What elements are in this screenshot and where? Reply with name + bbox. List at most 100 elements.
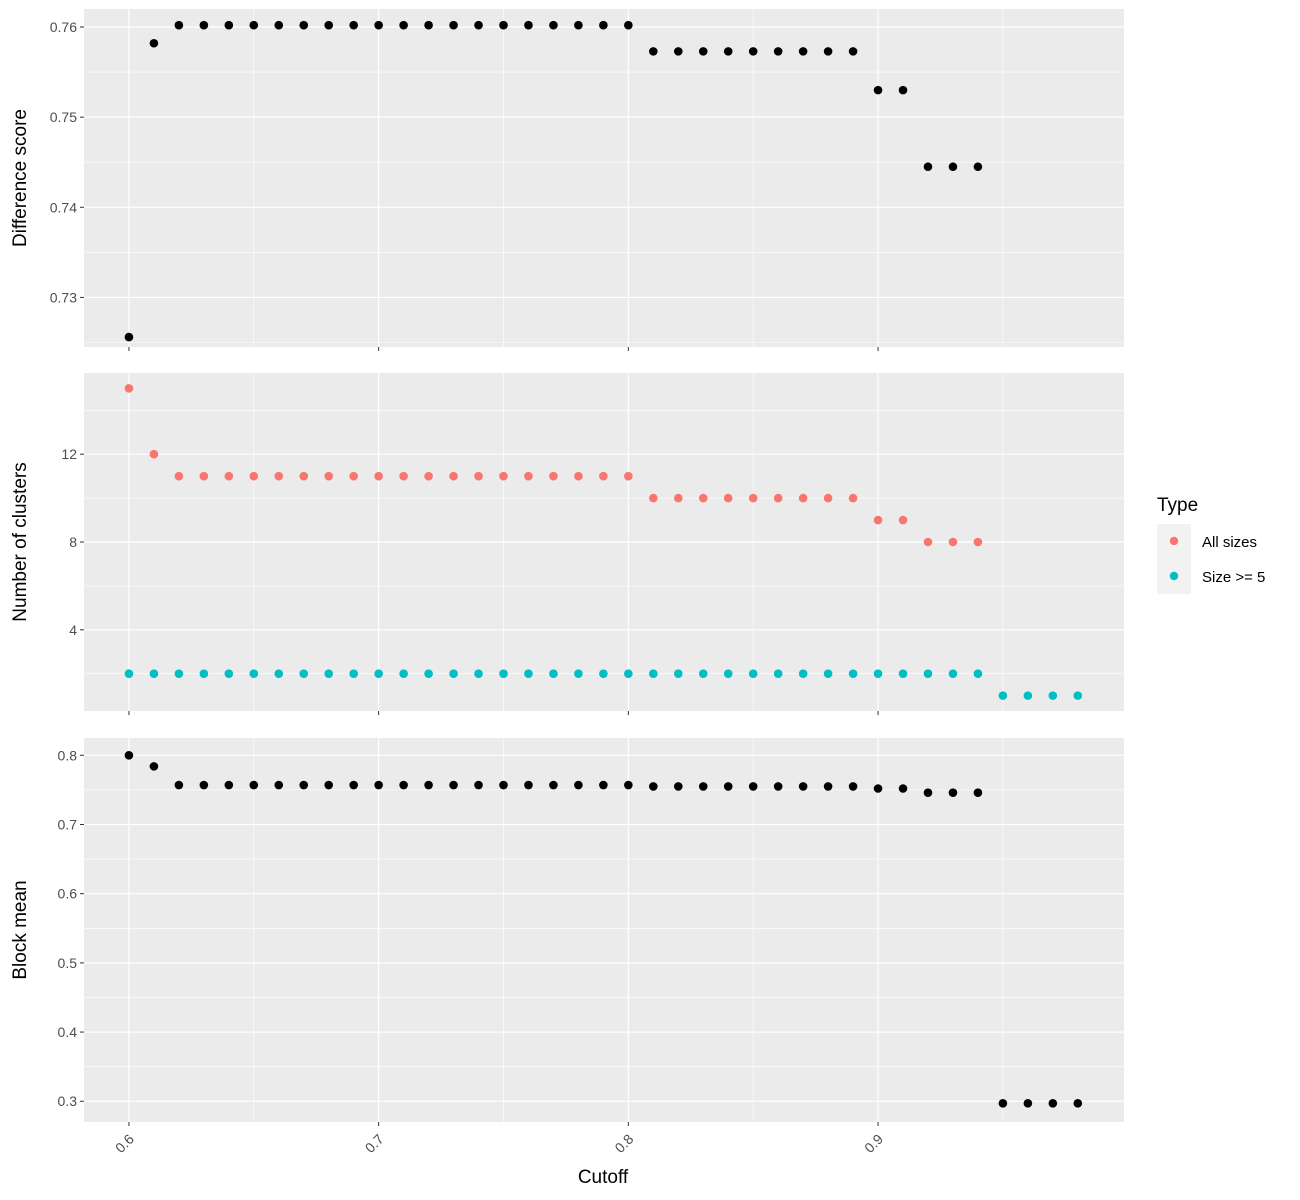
data-point: [773, 669, 783, 678]
data-point: [748, 47, 758, 56]
data-point: [649, 782, 658, 791]
data-point: [374, 471, 383, 481]
data-point: [848, 47, 858, 56]
x-axis: 0.6 0.7 0.8 0.9: [112, 1131, 886, 1156]
data-point: [898, 515, 908, 525]
data-point: [549, 780, 558, 790]
data-point: [424, 669, 433, 678]
series-2-2: [124, 669, 1083, 700]
data-point: [424, 20, 433, 30]
data-point: [299, 20, 309, 30]
data-point: [424, 471, 433, 481]
legend-label-all-sizes: All sizes: [1202, 534, 1257, 551]
x-tick-label: 0.8: [611, 1131, 636, 1156]
legend-key-background: [1157, 524, 1191, 594]
data-point: [124, 669, 134, 678]
data-point: [499, 780, 508, 790]
data-point: [599, 669, 608, 678]
data-point: [274, 471, 284, 481]
y-tick-label: 0.7: [58, 816, 78, 832]
data-point: [798, 669, 808, 678]
data-point: [898, 784, 908, 793]
data-point: [274, 780, 284, 790]
data-point: [1023, 1099, 1033, 1108]
data-point: [424, 780, 433, 790]
data-point: [299, 780, 309, 790]
x-tick-label: 0.9: [861, 1131, 886, 1156]
data-point: [948, 788, 958, 797]
data-point: [798, 782, 808, 791]
y-axis-title: Number of clusters: [10, 462, 31, 621]
data-point: [324, 20, 334, 30]
data-point: [499, 669, 508, 678]
data-point: [599, 471, 608, 481]
y-tick-label: 0.6: [58, 886, 78, 902]
data-point: [624, 471, 633, 481]
y-axis-title: Difference score: [10, 109, 31, 247]
data-point: [649, 669, 658, 678]
y-tick-label: 12: [61, 446, 77, 462]
legend: Type All sizes Size >= 5: [1157, 495, 1265, 594]
data-point: [873, 515, 883, 525]
data-point: [399, 471, 408, 481]
data-point: [748, 493, 758, 503]
data-point: [449, 471, 458, 481]
y-tick-label: 0.8: [58, 747, 78, 763]
data-point: [898, 669, 908, 678]
data-point: [823, 47, 833, 56]
data-point: [249, 471, 259, 481]
data-point: [723, 47, 733, 56]
data-point: [524, 669, 533, 678]
data-point: [399, 669, 408, 678]
y-tick-label: 0.74: [50, 199, 77, 215]
data-point: [299, 471, 309, 481]
data-point: [1073, 691, 1083, 700]
y-tick-label: 0.76: [50, 19, 77, 35]
data-point: [199, 669, 209, 678]
series-1-1: [124, 20, 983, 342]
data-point: [973, 788, 983, 797]
y-axis-title: Block mean: [10, 880, 31, 979]
data-point: [1073, 1099, 1083, 1108]
series-3-1: [124, 750, 1083, 1108]
data-point: [249, 20, 259, 30]
data-point: [923, 788, 933, 797]
data-point: [848, 493, 858, 503]
x-tick-label: 0.7: [362, 1131, 387, 1156]
data-point: [898, 85, 908, 95]
data-point: [549, 20, 558, 30]
data-point: [349, 669, 358, 678]
data-point: [374, 669, 383, 678]
facet-panel-3: 0.3 0.4 0.5 0.6 0.7 0.8 Block mean: [10, 738, 1124, 1126]
data-point: [923, 669, 933, 678]
data-point: [149, 38, 159, 48]
data-point: [174, 669, 184, 678]
data-point: [723, 669, 733, 678]
data-point: [1048, 1099, 1058, 1108]
data-point: [449, 669, 458, 678]
data-point: [449, 780, 458, 790]
data-point: [174, 20, 184, 30]
data-point: [973, 669, 983, 678]
data-point: [923, 162, 933, 172]
data-point: [773, 47, 783, 56]
data-point: [374, 20, 383, 30]
panel-background: [84, 738, 1124, 1122]
data-point: [649, 493, 658, 503]
data-point: [124, 384, 134, 393]
data-point: [124, 750, 134, 760]
data-point: [948, 537, 958, 547]
data-point: [723, 782, 733, 791]
data-point: [873, 669, 883, 678]
data-point: [224, 20, 234, 30]
data-point: [698, 47, 708, 56]
data-point: [524, 20, 533, 30]
data-point: [973, 162, 983, 172]
data-point: [224, 669, 234, 678]
data-point: [474, 20, 483, 30]
data-point: [599, 780, 608, 790]
series-2-1: [124, 384, 983, 547]
data-point: [873, 85, 883, 95]
data-point: [174, 780, 184, 790]
facet-panel-2: 4 8 12 Number of clusters: [10, 373, 1124, 715]
